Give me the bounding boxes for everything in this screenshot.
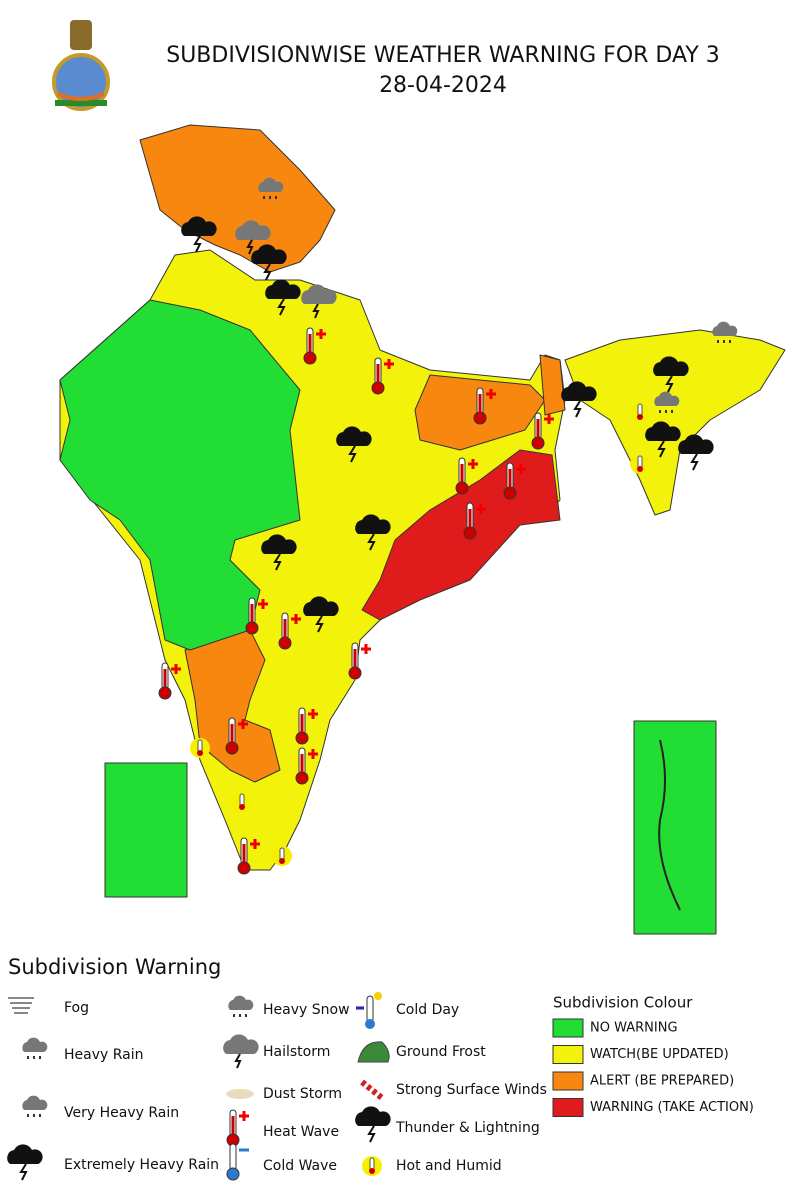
colour-swatch — [552, 1045, 584, 1064]
colour-swatch — [552, 1071, 584, 1091]
legend-title: Subdivision Warning — [8, 955, 221, 979]
colour-swatch — [552, 1018, 584, 1038]
legend-label: Cold Day — [396, 1002, 459, 1018]
legend-icons — [6, 992, 392, 1181]
legend-label: Cold Wave — [263, 1158, 337, 1174]
legend-label: Thunder & Lightning — [395, 1120, 540, 1136]
title: SUBDIVISIONWISE WEATHER WARNING FOR DAY … — [166, 43, 720, 68]
colour-label: NO WARNING — [590, 1021, 678, 1036]
legend-label: Hailstorm — [263, 1044, 330, 1060]
legend-label: Strong Surface Winds — [396, 1082, 547, 1098]
island-box — [633, 720, 717, 935]
colour-label: WATCH(BE UPDATED) — [590, 1047, 729, 1062]
legend-label: Dust Storm — [263, 1086, 342, 1102]
legend-label: Fog — [64, 1000, 89, 1016]
legend-label: Very Heavy Rain — [64, 1105, 179, 1121]
region — [564, 329, 786, 516]
colour-legend-title: Subdivision Colour — [553, 994, 693, 1012]
region — [59, 299, 301, 651]
colour-legend: NO WARNING WATCH(BE UPDATED) ALERT (BE PRE… — [552, 1018, 754, 1117]
region — [539, 354, 566, 416]
map — [59, 124, 786, 935]
legend-label: Hot and Humid — [396, 1158, 502, 1174]
region — [139, 124, 336, 273]
legend-label: Heavy Snow — [263, 1002, 350, 1018]
legend-label: Heat Wave — [263, 1124, 339, 1140]
colour-swatch — [552, 1098, 584, 1117]
colour-label: ALERT (BE PREPARED) — [590, 1074, 734, 1089]
island-box — [104, 762, 188, 898]
legend-label: Heavy Rain — [64, 1047, 144, 1063]
emblem — [52, 20, 110, 111]
colour-label: WARNING (TAKE ACTION) — [590, 1100, 754, 1115]
legend-label: Ground Frost — [396, 1044, 486, 1060]
islands — [658, 739, 681, 911]
legend-label: Extremely Heavy Rain — [64, 1157, 219, 1173]
date: 28-04-2024 — [379, 73, 507, 98]
